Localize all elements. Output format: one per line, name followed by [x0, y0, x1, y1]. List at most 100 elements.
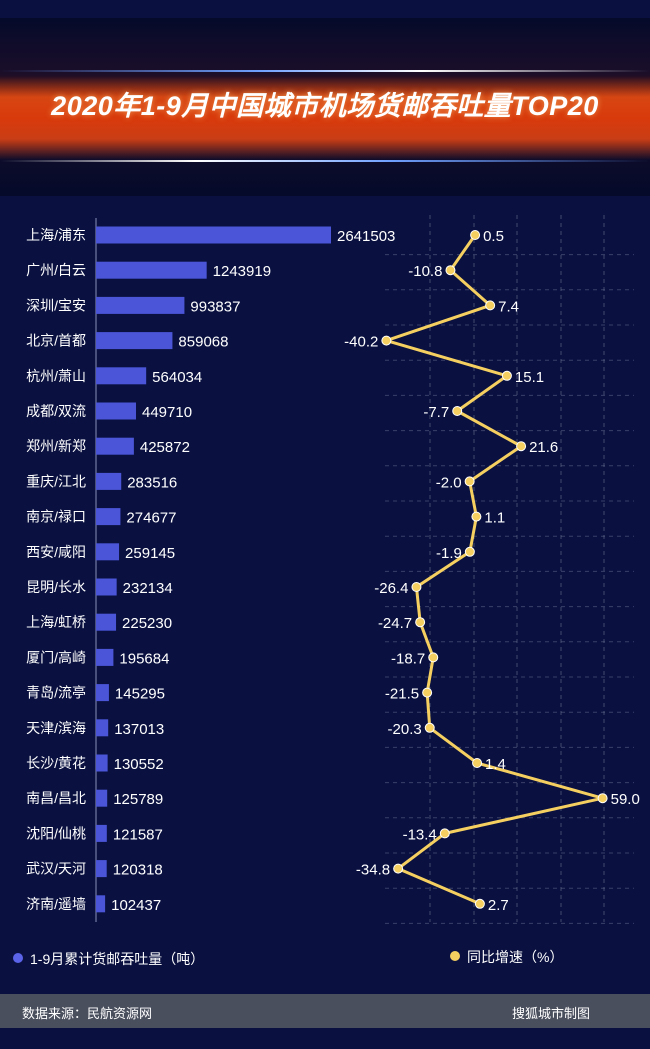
legend-bar-swatch — [13, 953, 23, 963]
bar-value-label: 1243919 — [213, 263, 271, 280]
bar — [96, 648, 114, 666]
growth-point — [439, 828, 450, 839]
growth-value-label: 0.5 — [483, 228, 504, 245]
bar-value-label: 195684 — [119, 650, 169, 667]
category-label: 郑州/新郑 — [26, 438, 86, 454]
growth-value-label: 1.1 — [484, 510, 505, 527]
growth-value-label: 2.7 — [488, 897, 509, 914]
title-banner — [0, 18, 650, 196]
growth-value-label: 7.4 — [498, 298, 519, 315]
growth-point — [411, 582, 422, 592]
bar-value-label: 993837 — [190, 298, 240, 315]
bar-value-label: 274677 — [126, 510, 176, 527]
growth-point — [464, 476, 475, 487]
growth-point — [464, 546, 475, 557]
category-label: 济南/遥墙 — [26, 896, 86, 912]
growth-point — [516, 441, 527, 452]
chart-title: 2020年1-9月中国城市机场货邮吞吐量TOP20 — [51, 91, 599, 121]
bar — [96, 824, 107, 842]
bar-value-label: 2641503 — [337, 228, 395, 245]
growth-point — [415, 617, 426, 628]
bar — [96, 472, 122, 490]
bar — [96, 895, 106, 913]
growth-value-label: 59.0 — [611, 791, 640, 808]
bar-value-label: 859068 — [178, 334, 228, 351]
growth-point — [381, 335, 392, 346]
category-label: 成都/双流 — [26, 403, 86, 419]
bar-value-label: 425872 — [140, 439, 190, 456]
growth-value-label: -21.5 — [385, 686, 419, 703]
bar-value-label: 449710 — [142, 404, 192, 421]
chart-area: 上海/浦东 2641503 广州/白云 1243919 深圳/宝安 993837 北京/首都… — [26, 215, 640, 924]
growth-point — [474, 898, 485, 909]
footer-credit: 搜狐城市制图 — [511, 1006, 590, 1021]
growth-point — [470, 230, 481, 240]
bar — [96, 226, 331, 244]
growth-value-label: -1.9 — [436, 545, 462, 562]
category-label: 西安/咸阳 — [26, 544, 86, 560]
growth-point — [393, 863, 404, 874]
bar-value-label: 225230 — [122, 615, 172, 632]
category-label: 杭州/萧山 — [26, 368, 86, 384]
growth-value-label: -40.2 — [344, 334, 378, 351]
growth-point — [452, 406, 463, 416]
category-label: 北京/首都 — [26, 333, 86, 349]
category-label: 昆明/长水 — [26, 579, 86, 595]
category-label: 南昌/昌北 — [26, 790, 86, 806]
bar-value-label: 283516 — [127, 474, 177, 491]
growth-point — [424, 722, 435, 733]
growth-value-label: -2.0 — [436, 474, 462, 491]
category-label: 广州/白云 — [26, 262, 86, 278]
banner-light-streak-bottom — [0, 160, 650, 162]
bar-value-label: 125789 — [113, 791, 163, 808]
growth-point — [485, 300, 496, 311]
category-label: 重庆/江北 — [26, 473, 86, 489]
growth-value-label: -18.7 — [391, 650, 425, 667]
growth-value-label: -26.4 — [374, 580, 408, 597]
bar — [96, 437, 134, 455]
bar — [96, 402, 137, 420]
legend-bar-label: 1-9月累计货邮吞吐量（吨） — [30, 951, 205, 967]
bar-value-label: 232134 — [123, 580, 173, 597]
growth-point — [445, 265, 456, 276]
growth-value-label: -7.7 — [423, 404, 449, 421]
bar-value-label: 121587 — [113, 826, 163, 843]
bar — [96, 860, 107, 878]
bar — [96, 684, 109, 702]
bar — [96, 754, 108, 772]
bar — [96, 789, 108, 807]
growth-point — [471, 511, 482, 522]
footer-bar: 数据来源：民航资源网 搜狐城市制图 — [0, 994, 650, 1028]
category-label: 厦门/高崎 — [26, 649, 86, 665]
bar — [96, 261, 207, 279]
category-label: 上海/浦东 — [26, 227, 86, 243]
bar — [96, 296, 185, 314]
growth-point — [428, 652, 439, 663]
banner-glow — [0, 76, 650, 160]
bar-value-label: 120318 — [113, 862, 163, 879]
growth-point — [501, 370, 512, 381]
bar-value-label: 145295 — [115, 686, 165, 703]
growth-value-label: -34.8 — [356, 862, 390, 879]
bar-value-label: 259145 — [125, 545, 175, 562]
category-label: 天津/滨海 — [26, 720, 86, 736]
category-label: 武汉/天河 — [26, 861, 86, 877]
bar-layer: 上海/浦东 2641503 广州/白云 1243919 深圳/宝安 993837 北京/首都… — [26, 226, 395, 914]
growth-value-label: -20.3 — [388, 721, 422, 738]
growth-line — [384, 234, 605, 906]
bar-value-label: 130552 — [114, 756, 164, 773]
bar-value-label: 102437 — [111, 897, 161, 914]
bar — [96, 367, 147, 385]
bar — [96, 578, 117, 596]
grid-layer — [385, 215, 634, 924]
growth-value-label: 21.6 — [529, 439, 558, 456]
banner-light-streak-top — [0, 70, 650, 72]
category-label: 青岛/流亭 — [26, 685, 86, 701]
growth-value-label: -10.8 — [408, 263, 442, 280]
growth-value-label: -13.4 — [403, 826, 437, 843]
footer-source: 数据来源：民航资源网 — [22, 1006, 153, 1021]
category-label: 沈阳/仙桃 — [26, 825, 86, 841]
bar — [96, 719, 109, 737]
legend-line-label: 同比增速（%） — [467, 949, 564, 965]
growth-value-label: 15.1 — [515, 369, 544, 386]
